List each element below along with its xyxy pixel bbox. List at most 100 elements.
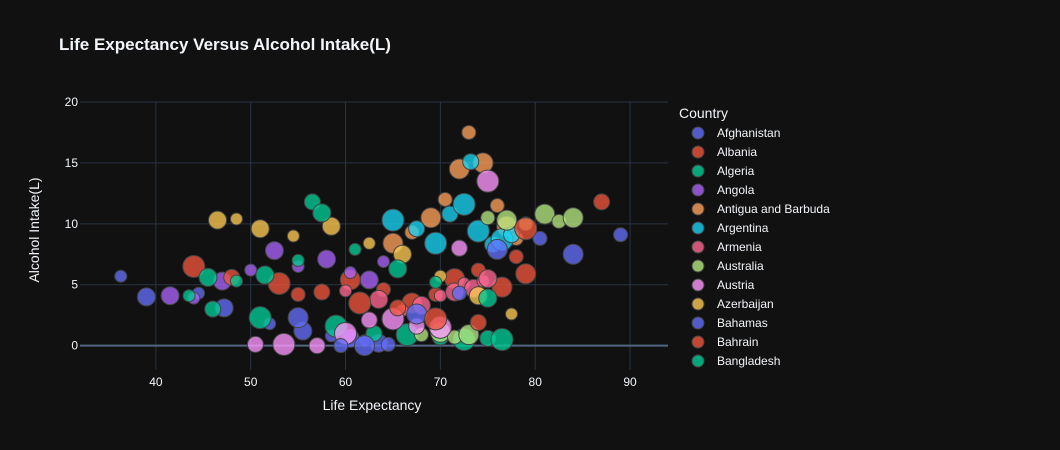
data-point[interactable] (562, 207, 584, 229)
data-point[interactable] (406, 303, 428, 325)
legend-item[interactable]: Argentina (691, 221, 769, 235)
data-point[interactable] (469, 313, 487, 331)
data-point[interactable] (264, 241, 284, 261)
legend-item[interactable]: Armenia (691, 240, 762, 254)
data-point[interactable] (354, 335, 376, 357)
data-point[interactable] (466, 219, 490, 243)
legend-item[interactable]: Bahrain (691, 335, 758, 349)
data-point[interactable] (287, 307, 309, 329)
data-point[interactable] (441, 205, 459, 223)
data-point[interactable] (208, 210, 228, 230)
legend-items[interactable]: Afghanistan Albania Algeria Angola Antigua a… (691, 126, 830, 368)
data-point[interactable] (255, 265, 275, 285)
data-point[interactable] (114, 269, 128, 283)
legend-label: Bahamas (717, 316, 768, 330)
legend-item[interactable]: Austria (691, 278, 755, 292)
data-point[interactable] (534, 203, 556, 225)
data-point[interactable] (291, 253, 305, 267)
legend-item[interactable]: Albania (691, 145, 757, 159)
data-point[interactable] (313, 283, 331, 301)
legend-marker (691, 316, 705, 330)
data-point[interactable] (348, 242, 362, 256)
data-point[interactable] (389, 299, 407, 317)
legend-marker (691, 259, 705, 273)
data-point[interactable] (182, 289, 196, 303)
data-point[interactable] (362, 236, 376, 250)
data-point[interactable] (229, 212, 243, 226)
data-point[interactable] (250, 219, 270, 239)
data-point[interactable] (424, 307, 448, 331)
data-point[interactable] (360, 311, 378, 329)
data-point[interactable] (478, 288, 498, 308)
data-point[interactable] (515, 263, 537, 285)
data-point[interactable] (343, 266, 357, 280)
data-point[interactable] (433, 289, 447, 303)
data-point[interactable] (490, 328, 514, 352)
data-point[interactable] (348, 291, 372, 315)
data-point[interactable] (486, 238, 508, 260)
data-point[interactable] (532, 230, 548, 246)
data-point[interactable] (429, 275, 443, 289)
data-point[interactable] (478, 269, 498, 289)
data-point[interactable] (505, 307, 519, 321)
y-tick-labels: 0 5 10 15 20 (65, 95, 79, 353)
data-point[interactable] (461, 124, 477, 140)
data-point[interactable] (359, 270, 379, 290)
data-point[interactable] (369, 289, 389, 309)
data-point[interactable] (376, 255, 390, 269)
data-point[interactable] (333, 338, 349, 354)
data-point[interactable] (136, 287, 156, 307)
data-point[interactable] (476, 169, 500, 193)
data-point[interactable] (613, 227, 629, 243)
data-point[interactable] (160, 286, 180, 306)
legend-title: Country (679, 105, 728, 121)
data-point[interactable] (562, 243, 584, 265)
data-point[interactable] (339, 284, 353, 298)
data-point[interactable] (420, 207, 442, 229)
data-point[interactable] (451, 285, 467, 301)
data-point[interactable] (424, 231, 448, 255)
data-point[interactable] (437, 191, 453, 207)
legend-item[interactable]: Antigua and Barbuda (691, 202, 830, 216)
data-point[interactable] (286, 229, 300, 243)
data-point[interactable] (244, 263, 258, 277)
legend-item[interactable]: Australia (691, 259, 764, 273)
data-point[interactable] (321, 216, 341, 236)
data-point[interactable] (452, 192, 476, 216)
data-point[interactable] (593, 193, 611, 211)
data-point[interactable] (312, 203, 332, 223)
data-point[interactable] (308, 337, 326, 355)
data-point[interactable] (514, 217, 538, 241)
data-point[interactable] (380, 336, 396, 352)
legend-item[interactable]: Algeria (691, 164, 755, 178)
data-point[interactable] (204, 300, 222, 318)
data-point[interactable] (248, 306, 272, 330)
data-point[interactable] (450, 239, 468, 257)
legend-item[interactable]: Azerbaijan (691, 297, 774, 311)
legend-item[interactable]: Angola (691, 183, 755, 197)
data-point[interactable] (272, 332, 296, 356)
data-point[interactable] (491, 276, 513, 298)
data-point[interactable] (489, 198, 505, 214)
data-point[interactable] (246, 335, 264, 353)
data-point[interactable] (381, 208, 405, 232)
x-axis-label: Life Expectancy (323, 397, 422, 413)
legend[interactable]: Country AfghanistanAlbaniaAlgeriaAngolaA… (679, 105, 830, 368)
data-point[interactable] (508, 249, 524, 265)
data-point[interactable] (480, 210, 496, 226)
y-tick-label: 10 (65, 217, 79, 231)
data-point[interactable] (198, 267, 218, 287)
data-point[interactable] (317, 249, 337, 269)
data-point[interactable] (496, 209, 518, 231)
data-point[interactable] (462, 153, 480, 171)
legend-item[interactable]: Bangladesh (691, 354, 780, 368)
data-point[interactable] (182, 254, 206, 278)
legend-item[interactable]: Afghanistan (691, 126, 780, 140)
data-point[interactable] (229, 274, 243, 288)
data-point[interactable] (408, 220, 426, 238)
data-point[interactable] (290, 286, 306, 302)
data-points (114, 124, 629, 357)
data-point[interactable] (388, 259, 408, 279)
legend-item[interactable]: Bahamas (691, 316, 768, 330)
